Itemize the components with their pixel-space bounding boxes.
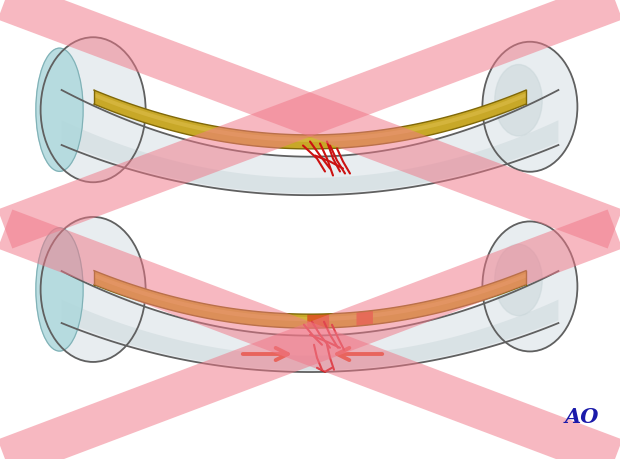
Ellipse shape: [495, 65, 542, 136]
Polygon shape: [61, 271, 559, 372]
Polygon shape: [94, 274, 526, 321]
Polygon shape: [308, 314, 329, 328]
Ellipse shape: [40, 217, 146, 362]
Ellipse shape: [40, 37, 146, 182]
Polygon shape: [94, 93, 526, 142]
Polygon shape: [61, 120, 559, 193]
Text: AO: AO: [565, 407, 600, 427]
Polygon shape: [61, 90, 559, 195]
Polygon shape: [94, 271, 526, 328]
Ellipse shape: [482, 221, 577, 352]
Ellipse shape: [495, 244, 542, 316]
Ellipse shape: [482, 42, 577, 172]
Ellipse shape: [36, 228, 83, 351]
Polygon shape: [356, 310, 373, 326]
Polygon shape: [61, 300, 559, 370]
Ellipse shape: [36, 48, 83, 171]
Polygon shape: [94, 90, 526, 149]
